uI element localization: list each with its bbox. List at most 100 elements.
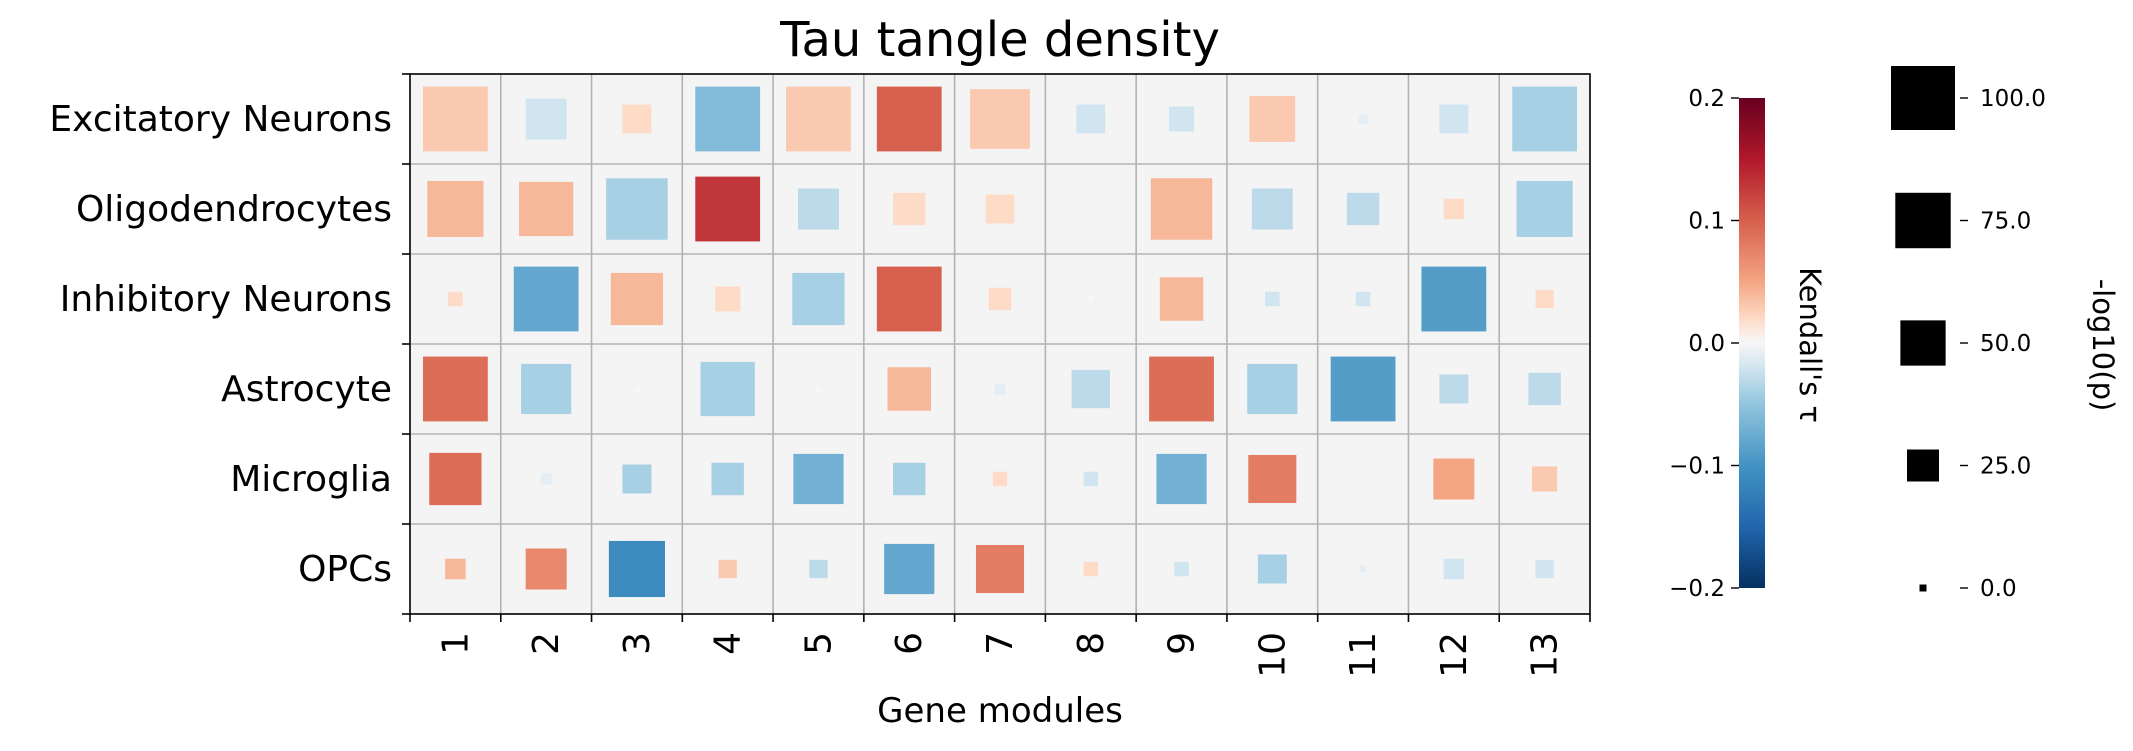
y-tick-label: Astrocyte xyxy=(221,369,392,410)
chart-title: Tau tangle density xyxy=(779,12,1220,68)
heatmap-cell xyxy=(1150,178,1213,240)
heatmap-cell xyxy=(1516,180,1573,238)
colorbar-label: Kendall's τ xyxy=(1793,267,1827,423)
heatmap-cell xyxy=(1257,554,1287,584)
heatmap-cell xyxy=(793,453,844,505)
heatmap-cell xyxy=(1159,277,1204,321)
heatmap-cell xyxy=(1174,561,1189,577)
heatmap-cell xyxy=(985,194,1015,224)
heatmap-cell xyxy=(606,178,668,240)
heatmap-cell xyxy=(786,86,851,152)
heatmap-cell xyxy=(1439,104,1469,134)
x-tick-label: 9 xyxy=(1162,632,1203,655)
colorbar-tick-label: 0.0 xyxy=(1688,331,1725,357)
heatmap-cell xyxy=(1355,291,1371,307)
size-legend: 100.0 75.0 50.0 25.0 0.0 xyxy=(1891,66,2046,602)
x-tick-label: 3 xyxy=(617,632,658,655)
heatmap-cell xyxy=(1512,86,1578,152)
x-tick-label: 8 xyxy=(1071,632,1112,655)
heatmap-cell xyxy=(540,473,552,485)
size-legend-marker xyxy=(1907,449,1939,482)
heatmap-cell xyxy=(448,291,463,307)
x-tick-label: 1 xyxy=(435,632,476,655)
x-tick-label: 5 xyxy=(798,632,839,655)
colorbar-ticks: 0.2 0.1 0.0 −0.1 −0.2 xyxy=(1669,86,1739,602)
heatmap-cell xyxy=(1358,114,1368,124)
size-legend-tick-label: 75.0 xyxy=(1980,209,2031,235)
heatmap-cell xyxy=(884,543,935,595)
heatmap-cell xyxy=(513,266,579,332)
heatmap-cell xyxy=(718,559,737,579)
y-tick-label: Microglia xyxy=(230,459,392,500)
heatmap-cell xyxy=(445,558,466,580)
x-tick-label: 10 xyxy=(1252,632,1293,678)
size-legend-marker xyxy=(1919,584,1927,592)
heatmap-cell xyxy=(1149,356,1214,422)
heatmap-grid xyxy=(409,73,1591,615)
heatmap-cell xyxy=(1083,471,1099,487)
colorbar-tick-label: 0.1 xyxy=(1688,209,1725,235)
heatmap-cell xyxy=(1421,266,1487,332)
heatmap-cell xyxy=(1359,565,1367,573)
heatmap-cell xyxy=(608,540,665,598)
heatmap-cell xyxy=(797,188,839,230)
heatmap-cell xyxy=(1251,188,1293,230)
heatmap-cell xyxy=(1346,192,1380,226)
x-tick-label: 6 xyxy=(889,632,930,655)
heatmap-cell xyxy=(970,89,1030,149)
colorbar xyxy=(1739,98,1765,588)
heatmap-cell xyxy=(893,192,926,226)
size-legend-tick-label: 100.0 xyxy=(1980,86,2046,112)
heatmap-cell xyxy=(1535,289,1554,309)
heatmap-cell xyxy=(1532,466,1558,492)
heatmap-cell xyxy=(815,385,822,393)
y-tick-label: OPCs xyxy=(298,549,392,590)
heatmap-cell xyxy=(422,356,488,422)
heatmap-cell xyxy=(792,272,845,326)
size-legend-marker xyxy=(1900,320,1946,366)
heatmap-cell xyxy=(1083,561,1099,577)
heatmap-cell xyxy=(1439,374,1469,404)
heatmap-cell xyxy=(1535,559,1554,579)
heatmap-cell xyxy=(1248,454,1297,504)
y-tick-label: Excitatory Neurons xyxy=(49,99,392,140)
heatmap-cell xyxy=(525,548,567,590)
y-tick-label: Inhibitory Neurons xyxy=(60,279,392,320)
heatmap-cell xyxy=(695,86,761,152)
x-tick-label: 7 xyxy=(980,632,1021,655)
heatmap-cell xyxy=(695,176,761,242)
heatmap-cell xyxy=(1443,558,1465,580)
heatmap-cell xyxy=(992,471,1008,487)
size-legend-tick-label: 25.0 xyxy=(1980,454,2031,480)
heatmap-cell xyxy=(1330,356,1396,422)
heatmap-cell xyxy=(988,287,1012,311)
heatmap-cell xyxy=(893,462,926,496)
size-legend-marker xyxy=(1891,66,1955,130)
heatmap-cell xyxy=(1249,96,1296,142)
x-tick-label: 11 xyxy=(1343,632,1384,678)
heatmap-cell xyxy=(809,559,828,579)
heatmap-cell xyxy=(975,544,1025,594)
heatmap-cell xyxy=(1433,458,1475,500)
heatmap-cell xyxy=(622,464,652,494)
x-axis: 1 2 3 4 5 6 7 8 9 10 11 12 13 xyxy=(409,614,1591,678)
heatmap-cell xyxy=(994,383,1006,395)
heatmap-cell xyxy=(1528,372,1561,406)
y-tick-label: Oligodendrocytes xyxy=(76,189,392,230)
colorbar-tick-label: −0.2 xyxy=(1669,576,1725,602)
heatmap-cell xyxy=(887,367,931,411)
heatmap-cell xyxy=(1443,198,1465,220)
x-axis-label: Gene modules xyxy=(877,691,1123,731)
heatmap-cell xyxy=(1168,106,1195,132)
heatmap-cell xyxy=(1247,363,1298,415)
size-legend-tick-label: 0.0 xyxy=(1980,576,2017,602)
heatmap-cell xyxy=(715,286,741,312)
heatmap-cell xyxy=(700,361,755,417)
heatmap-cell xyxy=(633,385,641,393)
heatmap-cell xyxy=(1071,369,1110,409)
colorbar-tick-label: −0.1 xyxy=(1669,454,1725,480)
heatmap-cell xyxy=(519,181,574,237)
heatmap-cell xyxy=(525,98,567,140)
heatmap-cell xyxy=(422,86,488,152)
